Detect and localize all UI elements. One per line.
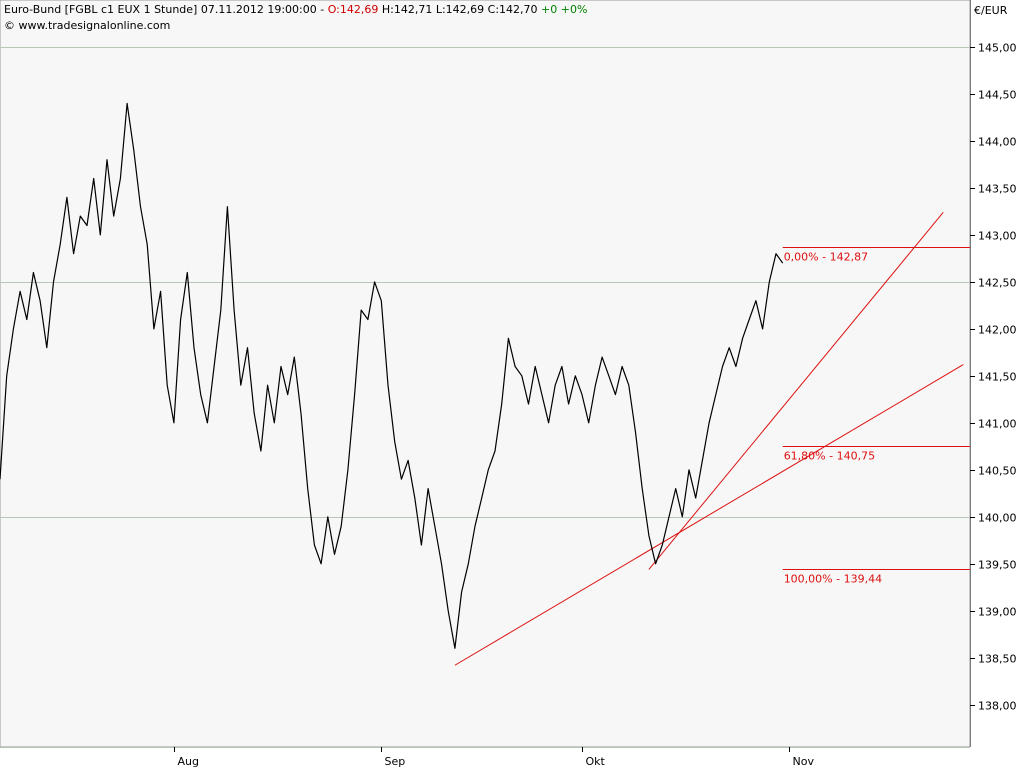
- currency-label: €/EUR: [974, 4, 1008, 17]
- y-tick-label: 139,50: [978, 559, 1017, 572]
- source-label: © www.tradesignalonline.com: [4, 19, 170, 32]
- axis-panel-bottom: [0, 747, 970, 768]
- trendline: [454, 364, 964, 666]
- x-axis: Aug Sep Okt Nov: [174, 747, 815, 768]
- trendline: [648, 212, 944, 570]
- y-tick-label: 141,50: [978, 371, 1017, 384]
- chart-header: Euro-Bund [FGBL c1 EUX 1 Stunde] 07.11.2…: [4, 3, 587, 16]
- y-tick-label: 140,50: [978, 465, 1017, 478]
- fib-level-label: 61,80% - 140,75: [784, 450, 875, 463]
- price-series: [0, 102, 784, 649]
- axis-panel: [970, 0, 1024, 768]
- y-tick-label: 145,00: [978, 42, 1017, 55]
- y-tick-label: 141,00: [978, 418, 1017, 431]
- y-tick-label: 138,50: [978, 653, 1017, 666]
- y-tick-label: 143,00: [978, 230, 1017, 243]
- gridlines: [0, 47, 970, 748]
- y-tick-label: 144,50: [978, 89, 1017, 102]
- x-tick-label: Aug: [178, 755, 199, 768]
- trendlines: [454, 212, 964, 666]
- x-tick-label: Nov: [793, 755, 815, 768]
- plot-area: [0, 0, 971, 748]
- y-axis: 145,00 144,50 144,00 143,50 143,00 142,50 142,…: [970, 42, 1017, 713]
- x-tick-label: Sep: [385, 755, 406, 768]
- fib-level-label: 100,00% - 139,44: [784, 573, 882, 586]
- header-hlc: H:142,71 L:142,69 C:142,70: [378, 3, 541, 16]
- y-tick-label: 142,50: [978, 277, 1017, 290]
- y-tick-label: 140,00: [978, 512, 1017, 525]
- price-line: [0, 102, 784, 649]
- header-open: O:142,69: [328, 3, 379, 16]
- y-tick-label: 138,00: [978, 700, 1017, 713]
- y-tick-label: 142,00: [978, 324, 1017, 337]
- y-tick-label: 139,00: [978, 606, 1017, 619]
- header-instrument: Euro-Bund [FGBL c1 EUX 1 Stunde] 07.11.2…: [4, 3, 328, 16]
- fib-level-label: 0,00% - 142,87: [784, 251, 868, 264]
- fibonacci-levels: 0,00% - 142,87 61,80% - 140,75 100,00% - 1…: [782, 247, 970, 586]
- header-change: +0 +0%: [541, 3, 587, 16]
- x-tick-label: Okt: [586, 755, 606, 768]
- y-tick-label: 144,00: [978, 136, 1017, 149]
- y-tick-label: 143,50: [978, 183, 1017, 196]
